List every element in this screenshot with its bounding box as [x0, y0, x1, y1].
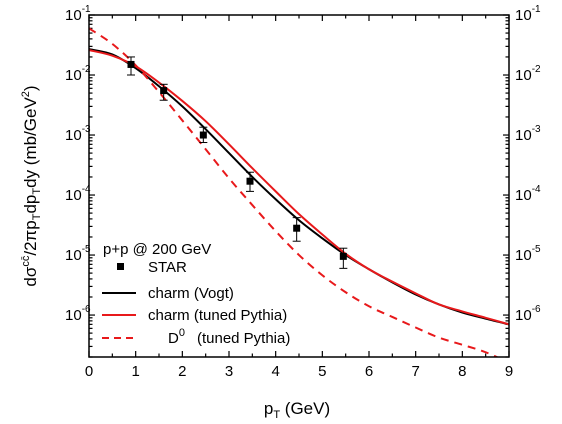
- y-tick-base: 10: [515, 307, 532, 324]
- legend-d0-sup: 0: [179, 327, 185, 339]
- x-tick-label: 2: [178, 363, 186, 380]
- y-tick-exponent: -5: [82, 244, 91, 255]
- y-tick-base: 10: [65, 67, 82, 84]
- y-tick-label-left: 10-3: [65, 124, 91, 144]
- y-label-mid1: /2πp: [21, 220, 40, 255]
- curve-charm-tuned-pythia: [89, 49, 509, 326]
- y-tick-label-left: 10-2: [65, 64, 91, 84]
- y-tick-label-right: 10-6: [515, 304, 541, 324]
- star-data-point: [160, 87, 168, 95]
- x-tick-label: 5: [318, 363, 326, 380]
- x-tick-label: 8: [458, 363, 466, 380]
- star-data-point: [199, 131, 207, 139]
- y-tick-label-left: 10-4: [65, 184, 91, 204]
- tick-labels: 0 1 2 3 4 5 6 7 8 910-1 10-110-2 10-210-3 10-310-4 10…: [65, 4, 541, 380]
- x-tick-label: 3: [225, 363, 233, 380]
- legend-pythia-label: charm (tuned Pythia): [148, 307, 287, 324]
- y-tick-label-right: 10-3: [515, 124, 541, 144]
- x-tick-label: 7: [411, 363, 419, 380]
- y-tick-base: 10: [515, 67, 532, 84]
- y-tick-exponent: -3: [82, 124, 91, 135]
- y-label-sub1: T: [31, 213, 43, 220]
- x-tick-label: 4: [271, 363, 279, 380]
- y-tick-base: 10: [515, 7, 532, 24]
- axis-ticks: [88, 14, 510, 358]
- y-tick-exponent: -4: [82, 184, 91, 195]
- y-tick-label-right: 10-1: [515, 4, 541, 24]
- legend-d0-rest: (tuned Pythia): [197, 330, 290, 347]
- legend-star-marker: [117, 263, 124, 270]
- legend-title: p+p @ 200 GeV: [103, 241, 211, 258]
- star-data-point: [339, 252, 347, 260]
- y-tick-exponent: -5: [532, 244, 541, 255]
- y-label-sup2: 2: [20, 91, 32, 97]
- curve-charm-vogt: [89, 48, 509, 326]
- y-tick-base: 10: [65, 7, 82, 24]
- x-axis-label-unit: (GeV): [280, 399, 330, 418]
- curve-d0-tuned-pythia: [89, 27, 500, 357]
- y-tick-exponent: -1: [532, 4, 541, 15]
- y-label-sup1: cc̄: [20, 255, 32, 267]
- y-tick-exponent: -6: [532, 304, 541, 315]
- star-data-point: [246, 177, 254, 185]
- y-tick-exponent: -1: [82, 4, 91, 15]
- legend-vogt-label: charm (Vogt): [148, 285, 234, 302]
- y-label-sub2: T: [31, 188, 43, 195]
- x-tick-label: 6: [365, 363, 373, 380]
- y-tick-base: 10: [515, 247, 532, 264]
- y-tick-label-left: 10-1: [65, 4, 91, 24]
- legend-star-label: STAR: [148, 259, 187, 276]
- x-tick-label: 0: [85, 363, 93, 380]
- y-tick-base: 10: [515, 127, 532, 144]
- y-tick-exponent: -6: [82, 304, 91, 315]
- x-axis-label-sub: T: [273, 409, 280, 421]
- y-tick-label-right: 10-5: [515, 244, 541, 264]
- y-tick-exponent: -3: [532, 124, 541, 135]
- x-tick-label: 1: [131, 363, 139, 380]
- x-tick-label: 9: [505, 363, 513, 380]
- y-axis-label: dσcc̄/2πpTdpTdy (mb/GeV2): [20, 85, 43, 286]
- y-label-pre: dσ: [21, 266, 40, 286]
- y-tick-label-right: 10-2: [515, 64, 541, 84]
- y-tick-exponent: -2: [532, 64, 541, 75]
- y-tick-base: 10: [65, 127, 82, 144]
- star-data-point: [293, 224, 301, 232]
- y-tick-label-left: 10-5: [65, 244, 91, 264]
- y-tick-base: 10: [65, 307, 82, 324]
- x-axis-label-main: p: [264, 399, 273, 418]
- plot-series: [89, 27, 509, 357]
- y-label-mid2: dp: [21, 195, 40, 214]
- y-tick-exponent: -4: [532, 184, 541, 195]
- y-tick-label-left: 10-6: [65, 304, 91, 324]
- y-tick-base: 10: [65, 247, 82, 264]
- star-data-points: [127, 56, 348, 269]
- legend: p+p @ 200 GeV STAR charm (Vogt) charm (t…: [102, 241, 290, 347]
- x-axis-label: pT (GeV): [264, 399, 330, 421]
- y-tick-base: 10: [515, 187, 532, 204]
- y-tick-base: 10: [65, 187, 82, 204]
- y-label-mid3: dy (mb/GeV: [21, 97, 40, 188]
- legend-d0-base: D: [168, 330, 179, 347]
- star-data-point: [127, 60, 135, 68]
- y-tick-label-right: 10-4: [515, 184, 541, 204]
- y-label-post: ): [21, 85, 40, 91]
- plot-frame: [88, 14, 510, 358]
- legend-d0-label: D0 (tuned Pythia): [168, 327, 290, 347]
- y-tick-exponent: -2: [82, 64, 91, 75]
